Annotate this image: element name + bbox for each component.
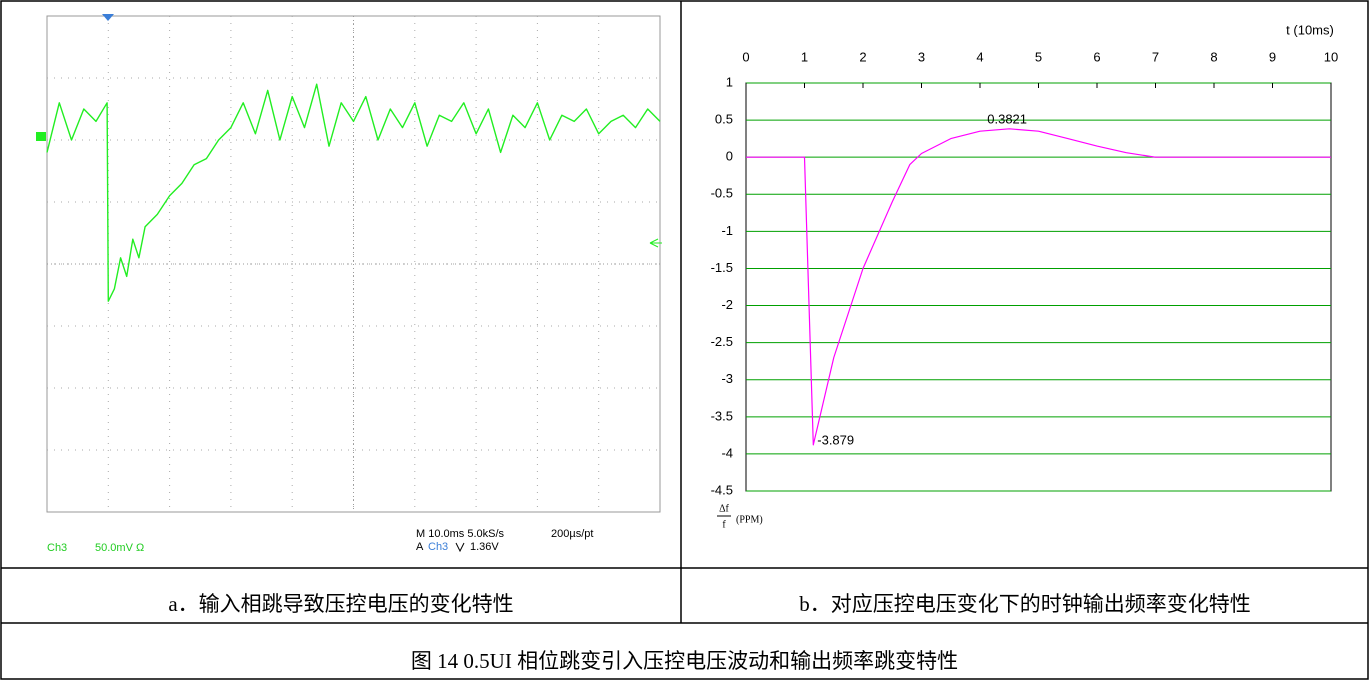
y-label-numerator: Δf [719,503,729,514]
channel-marker [36,132,46,141]
y-label-unit: (PPM) [736,514,763,525]
trigger-slope [456,543,464,551]
x-tick-label: 4 [976,49,983,64]
y-tick-label: -1 [721,223,733,238]
x-tick-label: 2 [859,49,866,64]
y-tick-label: -0.5 [711,186,733,201]
scale-readout: 50.0mV Ω [95,542,144,554]
scope-readouts: Ch3 50.0mV Ω M 10.0ms 5.0kS/s 200µs/pt A… [47,528,593,554]
y-tick-label: 0 [726,149,733,164]
y-tick-label: -2.5 [711,334,733,349]
x-tick-label: 10 [1324,49,1338,64]
plot-frame [746,83,1331,491]
resolution-readout: 200µs/pt [551,528,593,540]
y-tick-label: 1 [726,74,733,89]
trigger-level: 1.36V [470,541,499,553]
x-tick-label: 7 [1152,49,1159,64]
x-tick-label: 5 [1035,49,1042,64]
y-tick-label: -2 [721,297,733,312]
caption-b: b．对应压控电压变化下的时钟输出频率变化特性 [682,594,1368,615]
y-tick-label: -3.5 [711,408,733,423]
y-tick-label: -4 [721,445,733,460]
y-tick-label: 0.5 [715,112,733,127]
channel-readout: Ch3 [47,542,67,554]
figure-caption: 图 14 0.5UI 相位跳变引入压控电压波动和输出频率跳变特性 [1,651,1368,672]
x-tick-label: 6 [1093,49,1100,64]
x-tick-label: 3 [918,49,925,64]
x-tick-label: 8 [1210,49,1217,64]
data-label: 0.3821 [987,111,1027,126]
y-label-denominator: f [722,519,726,530]
caption-a: a．输入相跳导致压控电压的变化特性 [1,594,681,615]
y-tick-label: -4.5 [711,482,733,497]
y-tick-label: -3 [721,371,733,386]
x-tick-label: 0 [742,49,749,64]
figure: Ch3 50.0mV Ω M 10.0ms 5.0kS/s 200µs/pt A… [0,0,1370,681]
y-tick-label: -1.5 [711,260,733,275]
x-tick-label: 9 [1269,49,1276,64]
trigger-mode: A [416,541,424,553]
data-label: -3.879 [817,432,854,447]
data-line [746,129,1331,445]
x-tick-label: 1 [801,49,808,64]
figure-page: Ch3 50.0mV Ω M 10.0ms 5.0kS/s 200µs/pt A… [0,0,1370,681]
trigger-source: Ch3 [428,541,448,553]
timebase-readout: M 10.0ms 5.0kS/s [416,528,505,540]
x-axis-label: t (10ms) [1286,22,1334,37]
